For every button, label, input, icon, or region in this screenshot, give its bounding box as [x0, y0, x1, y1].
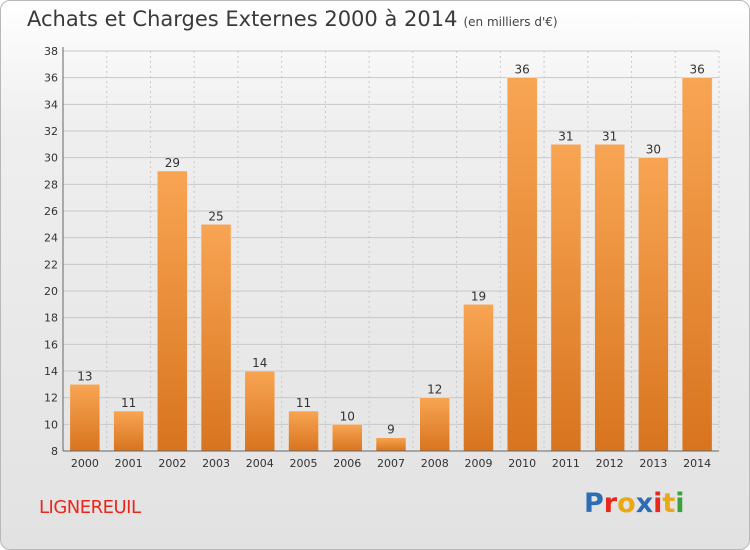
y-tick-label: 12 [44, 392, 58, 405]
data-label: 19 [471, 289, 486, 303]
logo-letter: o [617, 488, 636, 519]
bar-2001[interactable] [113, 410, 144, 452]
data-label: 31 [558, 129, 573, 143]
y-tick-label: 20 [44, 285, 58, 298]
y-tick-label: 28 [44, 178, 58, 191]
logo-letter: P [584, 488, 604, 519]
logo-letter: x [635, 488, 654, 519]
y-tick-label: 24 [44, 232, 58, 245]
bar-2013[interactable] [638, 157, 669, 452]
bar-2010[interactable] [506, 77, 538, 452]
bar-2014[interactable] [681, 77, 713, 452]
y-tick-label: 30 [44, 152, 58, 165]
bar-2004[interactable] [244, 370, 276, 452]
chart-title-text: Achats et Charges Externes 2000 à 2014 [27, 7, 458, 31]
x-tick-label: 2008 [421, 457, 449, 470]
y-tick-label: 26 [44, 205, 58, 218]
y-tick-label: 32 [44, 125, 58, 138]
x-tick-label: 2013 [639, 457, 667, 470]
y-tick-label: 8 [51, 445, 58, 458]
logo-letter: t [662, 488, 676, 519]
bar-2007[interactable] [375, 437, 407, 452]
chart-title: Achats et Charges Externes 2000 à 2014 (e… [27, 7, 558, 31]
logo-letter: i [653, 488, 663, 519]
data-label: 10 [340, 409, 355, 423]
x-tick-label: 2010 [508, 457, 536, 470]
chart-subtitle: (en milliers d'€) [463, 15, 558, 29]
x-tick-label: 2014 [683, 457, 711, 470]
x-tick-label: 2009 [464, 457, 492, 470]
x-tick-label: 2001 [115, 457, 143, 470]
place-name: LIGNEREUIL [39, 497, 141, 518]
x-tick-label: 2004 [246, 457, 274, 470]
y-tick-label: 38 [44, 45, 58, 58]
x-tick-label: 2003 [202, 457, 230, 470]
data-label: 14 [252, 356, 267, 370]
y-tick-label: 18 [44, 312, 58, 325]
logo-letter: i [675, 488, 685, 519]
bar-2012[interactable] [594, 144, 625, 452]
data-label: 31 [602, 129, 617, 143]
data-label: 36 [689, 63, 704, 77]
bar-2008[interactable] [419, 397, 450, 452]
proxiti-logo[interactable]: Proxiti [584, 488, 685, 519]
data-label: 9 [387, 423, 395, 437]
bar-2009[interactable] [463, 304, 494, 452]
y-tick-label: 14 [44, 365, 58, 378]
x-tick-label: 2007 [377, 457, 405, 470]
y-tick-label: 34 [44, 98, 58, 111]
y-tick-label: 16 [44, 338, 58, 351]
y-tick-label: 10 [44, 418, 58, 431]
data-label: 13 [77, 369, 92, 383]
x-tick-label: 2006 [333, 457, 361, 470]
logo-letter: r [603, 488, 618, 519]
data-label: 36 [515, 63, 530, 77]
y-tick-label: 36 [44, 72, 58, 85]
axes: 8 10 12 14 16 18 20 22 24 26 28 30 32 34 36 38 13 2000 11 2… [44, 45, 719, 470]
bar-2005[interactable] [288, 410, 319, 452]
bar-2002[interactable] [157, 170, 188, 452]
data-label: 30 [646, 143, 661, 157]
bar-2011[interactable] [550, 144, 582, 452]
data-label: 11 [296, 396, 311, 410]
bar-2000[interactable] [69, 384, 101, 452]
x-tick-label: 2011 [552, 457, 580, 470]
data-label: 11 [121, 396, 136, 410]
bar-2003[interactable] [200, 224, 232, 452]
x-tick-label: 2005 [290, 457, 318, 470]
x-tick-label: 2000 [71, 457, 99, 470]
data-label: 25 [208, 209, 223, 223]
data-label: 29 [165, 156, 180, 170]
y-tick-label: 22 [44, 258, 58, 271]
bars [69, 77, 713, 452]
data-label: 12 [427, 383, 442, 397]
x-tick-label: 2012 [596, 457, 624, 470]
bar-2006[interactable] [332, 424, 363, 452]
x-tick-label: 2002 [158, 457, 186, 470]
